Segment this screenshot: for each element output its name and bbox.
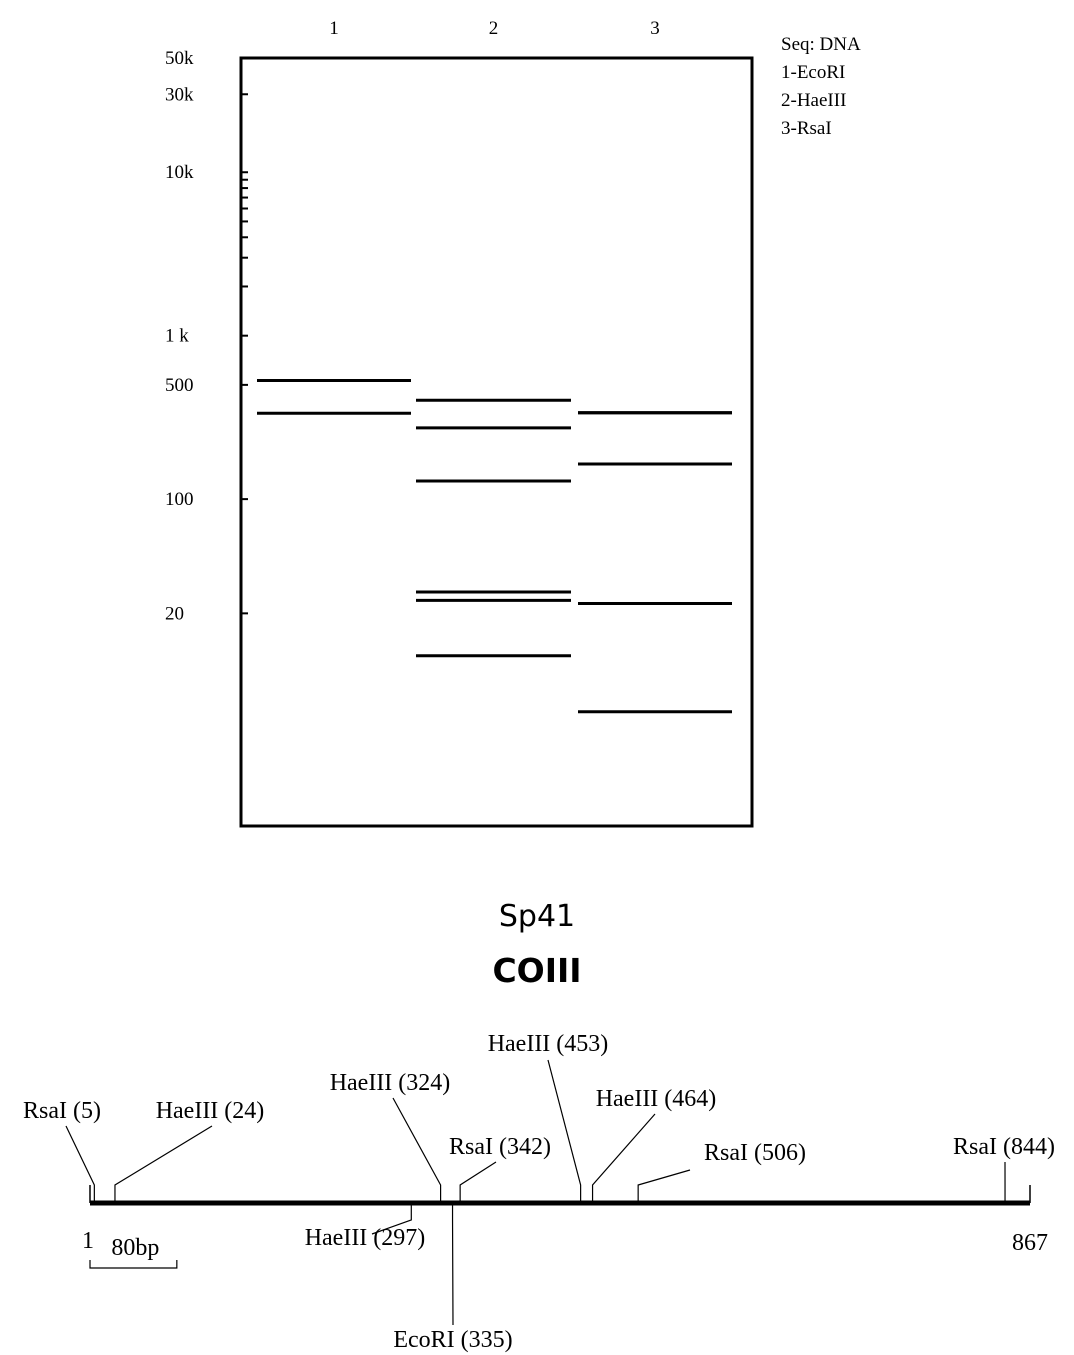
site-label: HaeIII (453) — [488, 1031, 609, 1057]
site-marker — [115, 1126, 212, 1203]
site-label: HaeIII (24) — [156, 1098, 265, 1124]
y-tick-label: 20 — [165, 603, 184, 624]
y-tick-label: 1 k — [165, 326, 189, 347]
site-label: HaeIII (324) — [330, 1070, 451, 1096]
lane-label: 3 — [650, 18, 660, 39]
legend-item: 2-HaeIII — [781, 90, 846, 111]
map-title: Sp41 — [499, 899, 575, 934]
scale-bar-label: 80bp — [111, 1235, 159, 1261]
site-marker — [593, 1114, 655, 1203]
site-marker — [460, 1162, 496, 1203]
site-label: RsaI (5) — [23, 1098, 101, 1124]
site-label: RsaI (506) — [704, 1140, 806, 1166]
legend-title: Seq: DNA — [781, 34, 861, 55]
start-label: 1 — [82, 1228, 94, 1254]
site-label: RsaI (844) — [953, 1134, 1055, 1160]
site-marker — [548, 1060, 581, 1203]
y-tick-label: 100 — [165, 489, 194, 510]
gene-name: COIII — [492, 951, 581, 990]
legend-item: 1-EcoRI — [781, 62, 845, 83]
page: Seq: DNA 1-EcoRI 2-HaeIII 3-RsaI Sp41 CO… — [0, 0, 1074, 1355]
scale-bar — [90, 1260, 177, 1268]
lane-label: 2 — [489, 18, 499, 39]
y-tick-label: 10k — [165, 162, 194, 183]
y-tick-label: 500 — [165, 375, 194, 396]
site-label: EcoRI (335) — [393, 1327, 512, 1353]
site-marker — [393, 1098, 441, 1203]
legend-item: 3-RsaI — [781, 118, 832, 139]
lane-label: 1 — [329, 18, 339, 39]
site-marker — [638, 1170, 690, 1203]
site-label: HaeIII (464) — [596, 1086, 717, 1112]
y-tick-label: 30k — [165, 84, 194, 105]
site-label: RsaI (342) — [449, 1134, 551, 1160]
y-tick-label: 50k — [165, 48, 194, 69]
site-label: HaeIII (297) — [305, 1225, 426, 1251]
end-label: 867 — [1012, 1230, 1048, 1256]
